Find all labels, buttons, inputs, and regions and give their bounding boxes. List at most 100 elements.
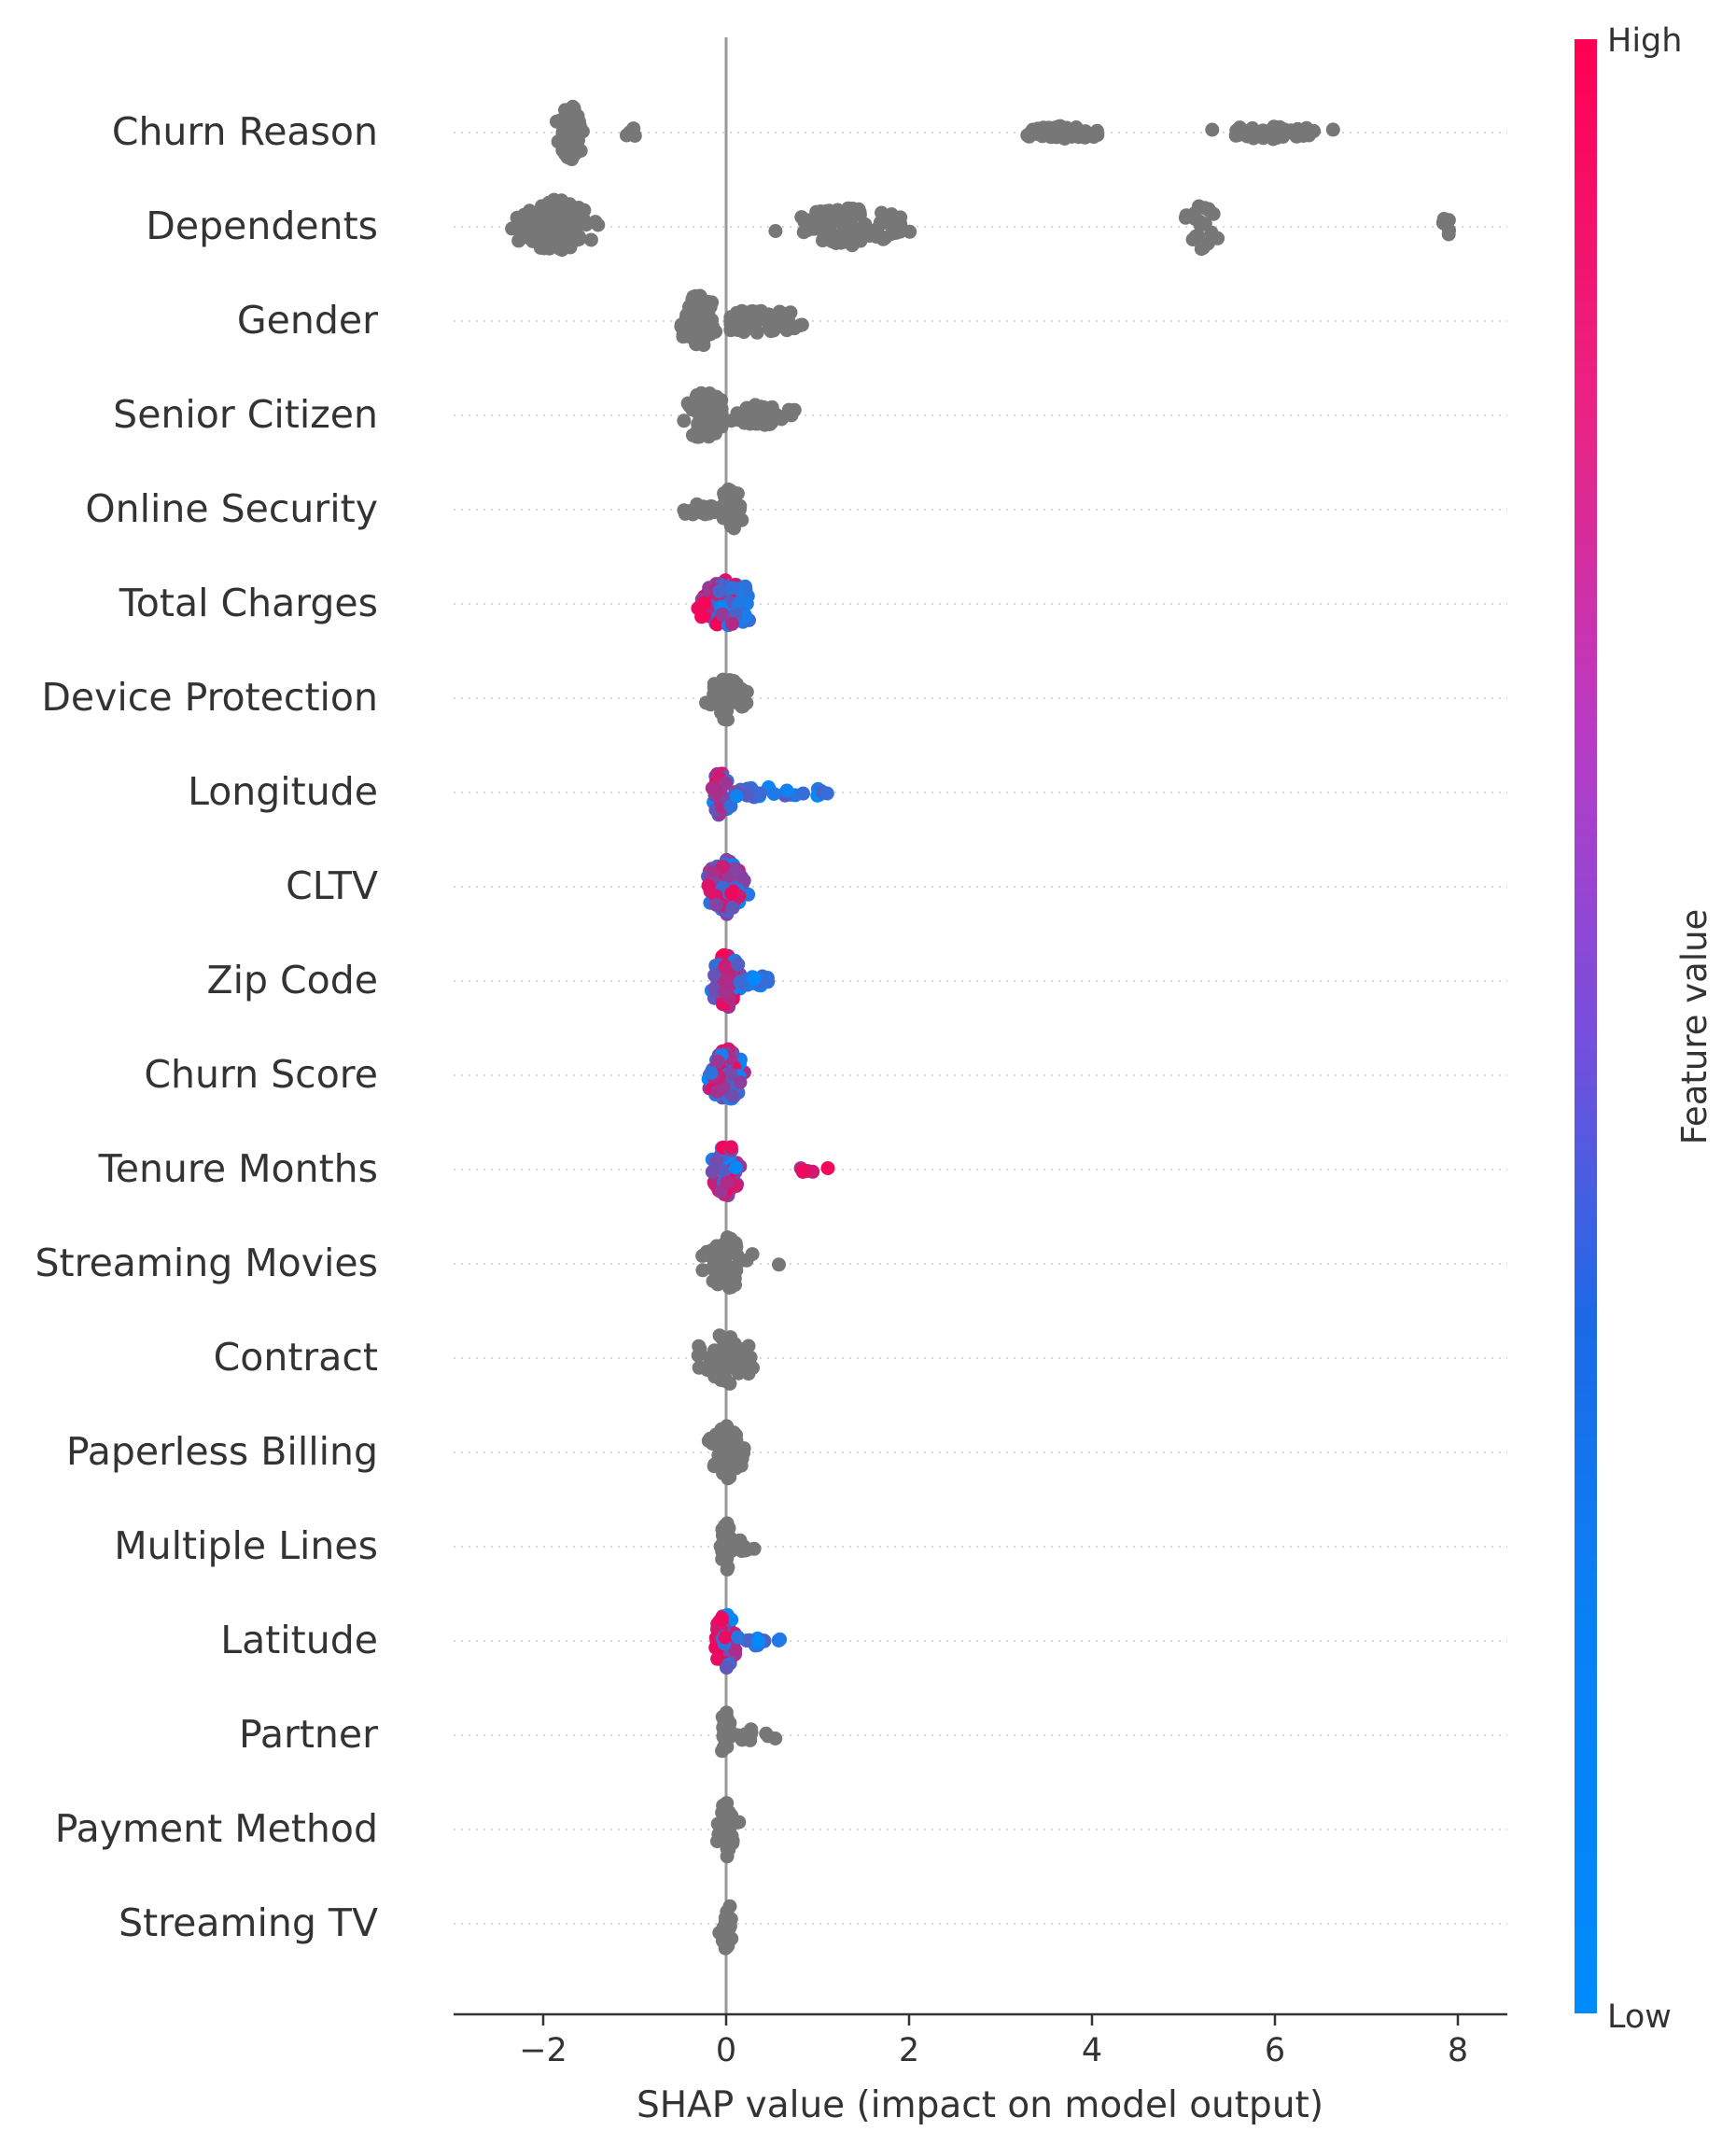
shap-point (733, 1075, 748, 1089)
shap-point (716, 859, 731, 874)
shap-point (1211, 231, 1225, 245)
shap-point (1299, 120, 1314, 135)
shap-point (677, 503, 692, 518)
shap-point (719, 1820, 734, 1835)
shap-point (720, 1661, 734, 1675)
shap-point (1232, 128, 1247, 142)
shap-point (727, 862, 742, 876)
feature-label: Dependents (146, 203, 378, 248)
shap-point (699, 695, 714, 710)
shap-point (552, 241, 567, 256)
shap-point (567, 110, 582, 125)
feature-label: Device Protection (41, 675, 378, 720)
shap-point (718, 974, 733, 989)
shap-point (721, 1442, 735, 1457)
shap-point (718, 1630, 733, 1645)
shap-point (712, 583, 727, 598)
feature-label: Contract (214, 1335, 378, 1380)
feature-label: Zip Code (207, 958, 379, 1002)
shap-point (1201, 203, 1216, 217)
shap-point (1441, 227, 1456, 242)
colorbar: High Low Feature value (1575, 22, 1715, 2036)
shap-point (677, 414, 692, 428)
shap-point (520, 229, 535, 244)
shap-point (727, 1239, 742, 1254)
shap-point (709, 1085, 724, 1099)
shap-point (708, 684, 723, 699)
shap-point (721, 1843, 736, 1858)
shap-point (878, 216, 893, 231)
shap-point (731, 1366, 746, 1381)
shap-point (553, 113, 567, 128)
shap-point (727, 1271, 742, 1285)
shap-point (701, 878, 716, 893)
shap-point (869, 229, 884, 243)
shap-point (819, 786, 834, 801)
shap-point (723, 1067, 738, 1082)
shap-point (568, 129, 582, 144)
shap-point (796, 225, 811, 240)
shap-point (772, 1257, 786, 1272)
shap-point (704, 1065, 719, 1080)
shap-point (539, 220, 554, 235)
shap-point (739, 684, 754, 699)
shap-point (713, 1452, 728, 1467)
shap-point (728, 1160, 743, 1175)
shap-point (725, 503, 740, 518)
shap-point (682, 300, 696, 315)
shap-point (721, 1346, 736, 1360)
feature-label: Tenure Months (98, 1146, 378, 1191)
feature-label: Streaming Movies (35, 1241, 378, 1285)
shap-point (708, 1154, 723, 1169)
shap-point (1441, 213, 1456, 228)
shap-point (739, 1253, 754, 1268)
shap-point (715, 1522, 730, 1536)
shap-point (761, 403, 776, 418)
shap-point (1038, 123, 1053, 138)
shap-point (779, 783, 794, 798)
shap-point (716, 511, 731, 526)
shap-point (724, 414, 739, 428)
shap-point (1325, 122, 1340, 137)
shap-point (729, 789, 744, 804)
shap-point (560, 149, 575, 164)
shap-point (522, 203, 537, 218)
feature-label: Longitude (188, 769, 378, 814)
shap-point (694, 414, 709, 429)
shap-point (766, 787, 781, 801)
shap-point (853, 233, 868, 248)
feature-label: Multiple Lines (114, 1523, 378, 1568)
shap-point (1273, 125, 1288, 140)
shap-point (744, 1722, 759, 1737)
shap-point (693, 320, 707, 335)
shap-point (719, 1711, 734, 1726)
feature-label: Total Charges (119, 581, 378, 625)
shap-point (826, 231, 841, 245)
shap-point (505, 221, 520, 236)
shap-point (563, 199, 578, 213)
x-tick-label: 6 (1265, 2032, 1285, 2069)
shap-point (679, 318, 693, 333)
x-tick-label: −2 (519, 2032, 567, 2069)
shap-point (731, 1630, 746, 1645)
shap-point (619, 128, 634, 143)
feature-label: Gender (237, 298, 378, 343)
shap-point (717, 1164, 731, 1179)
shap-point (693, 1341, 707, 1356)
shap-point (536, 209, 551, 224)
shap-point (720, 688, 735, 703)
feature-labels: Churn Reason Dependents Gender Senior Citiz… (35, 109, 379, 1945)
shap-point (714, 406, 729, 421)
shap-point (746, 1360, 760, 1375)
shap-point (746, 400, 761, 415)
feature-label: Partner (239, 1712, 378, 1757)
x-axis-title: SHAP value (impact on model output) (637, 2084, 1323, 2126)
shap-point (694, 610, 709, 624)
shap-point (740, 788, 754, 803)
shap-point (1022, 129, 1037, 144)
shap-point (712, 1274, 727, 1289)
shap-point (707, 968, 722, 983)
shap-point (717, 1928, 732, 1943)
shap-point (591, 217, 606, 232)
